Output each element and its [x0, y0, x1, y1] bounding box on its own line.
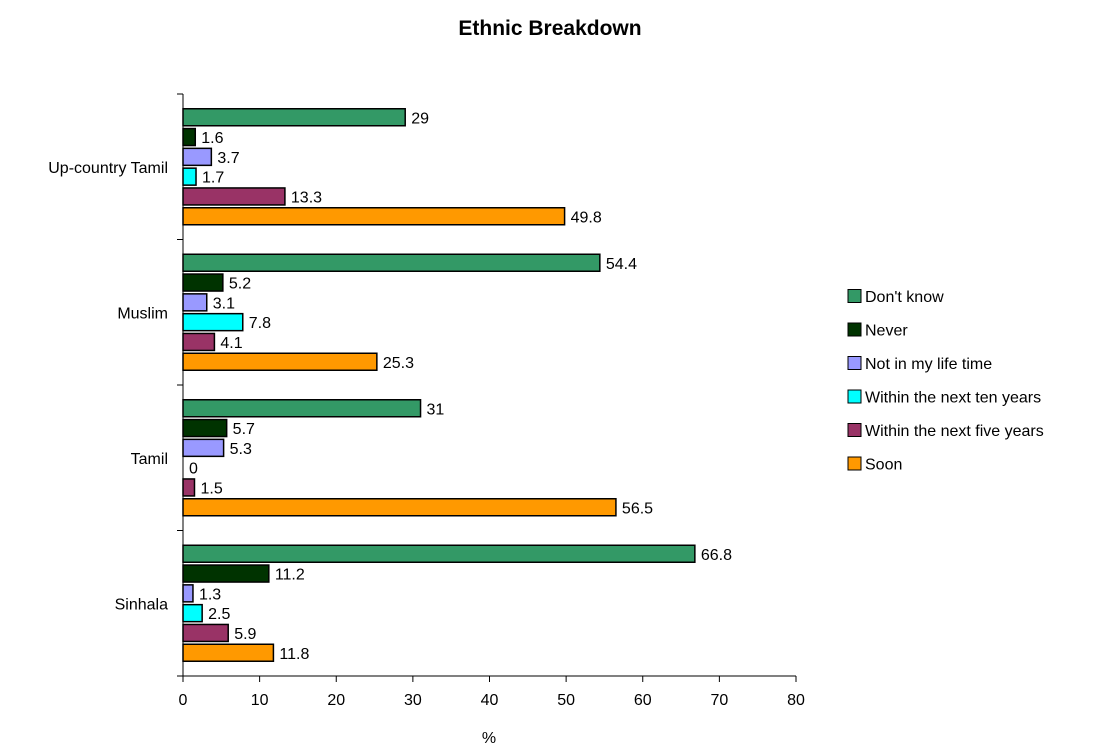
x-tick-label: 60 — [634, 692, 652, 709]
category-label-up-country-tamil: Up-country Tamil — [48, 160, 168, 177]
data-label-up-country-tamil-within-the-next-five-years: 13.3 — [291, 189, 322, 206]
x-tick-label: 30 — [404, 692, 422, 709]
data-label-muslim-soon: 25.3 — [383, 355, 414, 372]
x-tick-label: 40 — [481, 692, 499, 709]
category-label-muslim: Muslim — [117, 305, 168, 322]
bar-up-country-tamil-don-t-know — [183, 109, 405, 126]
bar-up-country-tamil-within-the-next-ten-years — [183, 168, 196, 185]
bar-tamil-never — [183, 420, 227, 437]
legend-swatch-don-t-know — [848, 290, 861, 303]
data-label-tamil-within-the-next-ten-years: 0 — [189, 461, 198, 478]
data-label-up-country-tamil-don-t-know: 29 — [411, 110, 429, 127]
x-tick-label: 10 — [251, 692, 269, 709]
chart-title: Ethnic Breakdown — [458, 17, 641, 40]
legend-swatch-never — [848, 323, 861, 336]
data-label-sinhala-don-t-know: 66.8 — [701, 547, 732, 564]
data-label-tamil-not-in-my-life-time: 5.3 — [230, 441, 252, 458]
bar-tamil-don-t-know — [183, 400, 421, 417]
data-label-sinhala-never: 11.2 — [275, 567, 305, 584]
data-label-sinhala-not-in-my-life-time: 1.3 — [199, 586, 221, 603]
data-label-muslim-not-in-my-life-time: 3.1 — [213, 295, 235, 312]
legend-label-not-in-my-life-time: Not in my life time — [865, 356, 992, 373]
data-label-tamil-never: 5.7 — [233, 421, 255, 438]
data-label-up-country-tamil-never: 1.6 — [201, 130, 223, 147]
bar-up-country-tamil-within-the-next-five-years — [183, 188, 285, 205]
bar-sinhala-within-the-next-ten-years — [183, 605, 202, 622]
legend-swatch-within-the-next-ten-years — [848, 390, 861, 403]
legend-label-within-the-next-ten-years: Within the next ten years — [865, 390, 1041, 407]
legend-label-never: Never — [865, 323, 908, 340]
bar-up-country-tamil-never — [183, 129, 195, 146]
data-label-muslim-within-the-next-ten-years: 7.8 — [249, 315, 271, 332]
bar-sinhala-within-the-next-five-years — [183, 624, 228, 641]
data-label-tamil-don-t-know: 31 — [427, 401, 445, 418]
bar-muslim-within-the-next-five-years — [183, 333, 214, 350]
data-label-sinhala-within-the-next-five-years: 5.9 — [234, 626, 256, 643]
x-axis-title: % — [482, 730, 496, 747]
category-label-tamil: Tamil — [131, 451, 168, 468]
legend: Don't know Never Not in my life time Within… — [848, 289, 1044, 474]
bar-sinhala-don-t-know — [183, 545, 695, 562]
axes — [177, 94, 796, 682]
legend-label-within-the-next-five-years: Within the next five years — [865, 423, 1044, 440]
x-tick-label: 0 — [179, 692, 188, 709]
data-label-tamil-soon: 56.5 — [622, 500, 653, 517]
bar-tamil-not-in-my-life-time — [183, 439, 224, 456]
bar-tamil-within-the-next-five-years — [183, 479, 194, 496]
bar-tamil-soon — [183, 499, 616, 516]
bar-up-country-tamil-soon — [183, 208, 565, 225]
data-label-up-country-tamil-not-in-my-life-time: 3.7 — [217, 150, 239, 167]
data-label-muslim-never: 5.2 — [229, 276, 251, 293]
bar-sinhala-never — [183, 565, 269, 582]
data-label-up-country-tamil-within-the-next-ten-years: 1.7 — [202, 170, 224, 187]
legend-label-soon: Soon — [865, 457, 902, 474]
bar-muslim-don-t-know — [183, 254, 600, 271]
legend-swatch-not-in-my-life-time — [848, 357, 861, 370]
bar-muslim-soon — [183, 353, 377, 370]
data-label-muslim-within-the-next-five-years: 4.1 — [220, 335, 242, 352]
data-label-tamil-within-the-next-five-years: 1.5 — [200, 480, 222, 497]
legend-swatch-soon — [848, 457, 861, 470]
bar-muslim-within-the-next-ten-years — [183, 314, 243, 331]
data-label-up-country-tamil-soon: 49.8 — [571, 209, 602, 226]
legend-label-don-t-know: Don't know — [865, 289, 944, 306]
bar-sinhala-soon — [183, 644, 273, 661]
x-tick-label: 20 — [327, 692, 345, 709]
x-tick-label: 70 — [710, 692, 728, 709]
data-label-sinhala-within-the-next-ten-years: 2.5 — [208, 606, 230, 623]
legend-swatch-within-the-next-five-years — [848, 424, 861, 437]
bar-sinhala-not-in-my-life-time — [183, 585, 193, 602]
data-label-sinhala-soon: 11.8 — [279, 646, 309, 663]
bar-muslim-never — [183, 274, 223, 291]
x-tick-label: 80 — [787, 692, 805, 709]
x-tick-labels: 0 10 20 30 40 50 60 70 80 — [179, 692, 805, 709]
bar-up-country-tamil-not-in-my-life-time — [183, 148, 211, 165]
category-label-sinhala: Sinhala — [115, 596, 168, 613]
category-labels: Up-country Tamil Muslim Tamil Sinhala — [48, 160, 168, 614]
bars — [183, 109, 695, 662]
data-label-muslim-don-t-know: 54.4 — [606, 256, 637, 273]
bar-muslim-not-in-my-life-time — [183, 294, 207, 311]
x-tick-label: 50 — [557, 692, 575, 709]
